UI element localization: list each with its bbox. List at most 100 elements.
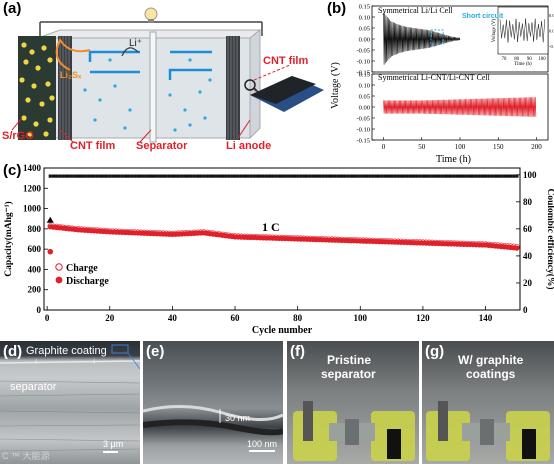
panel-d-sem: (d) Graphite coating ↓ ↓ separator 3 μm … [0,341,140,464]
magnifier-icon [244,79,256,91]
ce-point [355,174,359,178]
panel-f-photo: (f) Pristine separator [287,341,419,464]
e-scale-label: 100 nm [247,439,278,449]
ce-point [280,174,284,178]
ce-point [512,174,516,178]
ce-point [452,174,456,178]
ce-point [136,174,140,178]
cnt-film-left-label: CNT film [70,140,116,152]
b-xtick-label: 50 [418,143,426,151]
ce-point [311,174,315,178]
ce-point [343,174,347,178]
ce-point [371,174,375,178]
ce-point [155,174,159,178]
ce-point [264,174,268,178]
short-circuit-label: Short circuit [462,13,504,20]
b-ytick-label: 0.00 [359,105,370,112]
ce-point [73,174,77,178]
legend-discharge-marker [55,276,63,284]
c-ytick-label: 800 [28,224,42,234]
short-circuit-box [430,29,444,45]
ce-point [142,174,146,178]
ce-point [390,174,394,178]
c-y2tick-label: 60 [523,224,533,234]
ce-point [145,174,149,178]
c-ytick-label: 0 [37,305,42,315]
li-ion-label: Li⁺ [129,38,143,49]
ce-point [383,174,387,178]
ce-point [220,174,225,178]
c-axes-frame [43,167,521,311]
ce-point [346,174,350,178]
b-inset-xlabel: Time (h) [514,62,532,67]
ce-point [217,174,221,178]
ce-point [79,174,84,178]
charge-point [514,243,520,250]
ce-point [458,174,463,178]
ce-point [214,174,218,178]
ce-point [374,174,378,178]
ce-point [249,174,253,178]
graphite-coating-label: Graphite coating [26,345,107,357]
ce-point [123,174,128,178]
ce-point [239,174,243,178]
ce-point [242,174,247,178]
species-label: Li₂Sₓ [60,70,82,80]
ce-point [198,174,203,178]
ce-point [277,174,281,178]
ce-point [186,174,190,178]
ce-point [468,174,472,178]
c-ylabel: Capacity(mAhg⁻¹) [3,201,14,276]
c-xtick-label: 120 [416,313,430,323]
c-xtick-label: 100 [354,313,368,323]
c-y2tick-label: 80 [523,197,533,207]
c-y2tick-label: 40 [523,251,533,261]
ce-point [211,174,215,178]
ce-point [314,174,319,178]
b-series-0 [383,12,461,65]
ce-point [117,174,121,178]
ce-point [305,174,309,178]
ce-point [51,174,55,178]
ce-point [189,174,193,178]
sem-e-texture [143,405,283,452]
ce-point [95,174,99,178]
ce-point [70,174,74,178]
ce-point [317,174,322,178]
ce-point [380,174,384,178]
ce-point [208,174,212,178]
ce-point [177,174,181,178]
panel-e-label: (e) [146,343,165,360]
ce-point [252,174,256,178]
b-ylabel: Voltage (V) [329,62,341,109]
c-y2tick-label: 100 [523,170,537,180]
panel-b: 0.15 0.10 0.05 0.00 -0.05 -0.10 -0.15 0.15 0.10 0… [326,0,554,170]
legend-charge-text: Charge [66,263,98,274]
thickness-label: 30 nm [225,413,251,423]
ce-point [509,174,513,178]
b-inset-ylabel: Voltage (V) [492,18,497,42]
coated-title-1: W/ graphite [458,353,524,367]
ce-point [496,174,500,178]
ce-point [58,174,62,178]
ce-point [462,174,466,178]
b-ytick-label: 0.00 [359,37,370,44]
ce-point [336,174,340,178]
ce-point [296,174,300,178]
c-ytick-label: 600 [28,244,42,254]
b-ytick-label: 0.10 [359,83,370,90]
pristine-title-2: separator [321,367,376,381]
ce-point [195,174,200,178]
ce-point [455,174,459,178]
b-xtick-label: 0 [382,143,386,151]
srgo-label: S/rGO [2,130,34,142]
ce-point [92,174,96,178]
bottom-cell-title: Symmetrical Li-CNT/Li-CNT Cell [378,73,490,82]
c-xtick-label: 140 [479,313,493,323]
b-ytick-label: -0.10 [356,59,370,66]
ce-point [271,174,275,178]
ce-point [114,174,118,178]
ce-point [402,174,406,178]
ce-point [192,174,196,178]
ce-point [421,174,425,178]
